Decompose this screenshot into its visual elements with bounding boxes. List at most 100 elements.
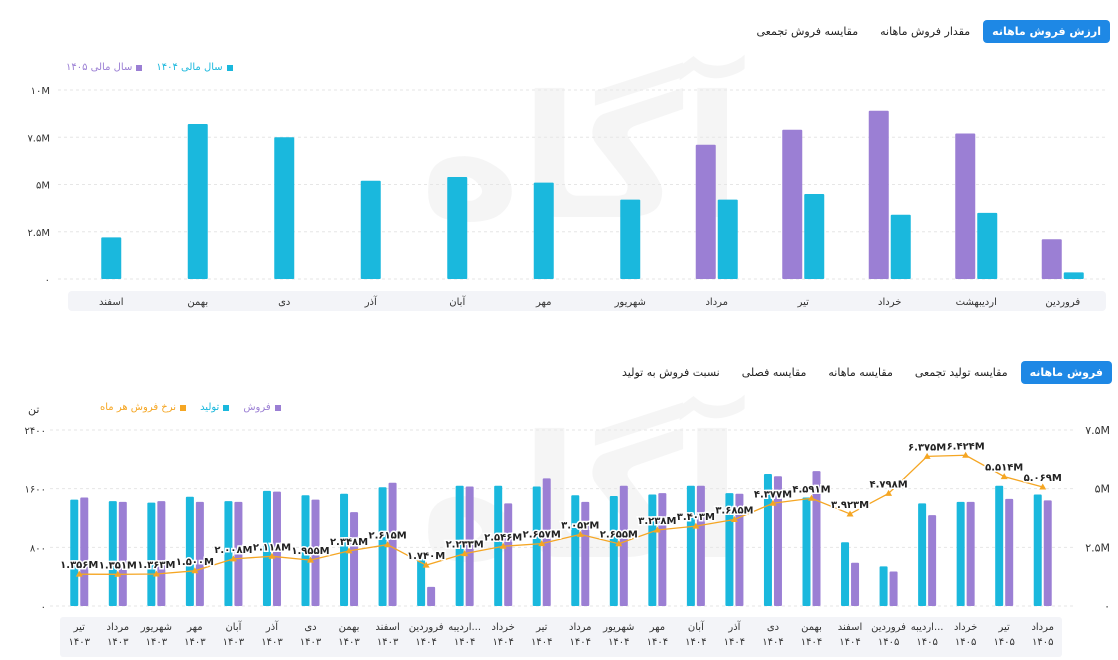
bar-1404: [274, 137, 295, 279]
x-tick-year: ۱۴۰۴: [762, 637, 783, 648]
rate-data-label: ۲.۶۵۵M: [600, 530, 638, 541]
legend-label-1404: سال مالی ۱۴۰۴: [156, 62, 223, 73]
x-tick-month: اسفند: [375, 622, 399, 633]
x-tick-year: ۱۴۰۳: [184, 637, 206, 648]
tab-seasonal-comparison[interactable]: مقایسه فصلی: [741, 366, 807, 379]
legend-item-rate[interactable]: نرخ فروش هر ماه: [100, 402, 187, 413]
tab-monthly-sales-value[interactable]: ارزش فروش ماهانه: [983, 20, 1110, 43]
bar-1404: [977, 212, 998, 279]
bar-1405: [782, 129, 803, 279]
x-tick-label: فروردین: [1045, 297, 1080, 308]
bar-1404: [1063, 272, 1084, 279]
x-tick-label: اردیبهشت: [956, 297, 997, 308]
rate-point: [615, 540, 623, 547]
tab-sales-production-ratio[interactable]: نسبت فروش به تولید: [622, 366, 720, 379]
bar-production: [340, 493, 349, 606]
bar-production: [494, 485, 503, 606]
legend-item-1404[interactable]: سال مالی ۱۴۰۴: [156, 62, 233, 73]
x-tick-month: مرداد: [107, 622, 130, 633]
bar-production: [609, 496, 618, 606]
x-tick-month: اردیبه...: [448, 622, 481, 633]
x-tick-year: ۱۴۰۴: [415, 637, 436, 648]
bar-sales: [234, 501, 243, 606]
x-axis-band: [68, 291, 1106, 311]
x-tick-month: تیر: [535, 622, 548, 633]
y-tick-label: ۲.۵M: [27, 228, 50, 239]
bar-1404: [533, 182, 554, 279]
bar-sales: [118, 501, 127, 606]
x-tick-year: ۱۴۰۴: [531, 637, 552, 648]
legend-label-rate: نرخ فروش هر ماه: [100, 402, 177, 413]
bar-1405: [1041, 239, 1062, 279]
x-tick-month: آبان: [225, 620, 242, 633]
tab-monthly-sales-quantity[interactable]: مقدار فروش ماهانه: [880, 25, 971, 38]
rate-data-label: ۱.۳۵۶M: [60, 560, 98, 571]
bar-production: [956, 501, 965, 606]
bar-production: [918, 503, 927, 606]
bar-production: [571, 495, 580, 606]
rate-point: [114, 570, 122, 577]
bar-production: [185, 496, 194, 606]
bar-sales: [272, 491, 281, 606]
x-tick-year: ۱۴۰۳: [146, 637, 168, 648]
x-tick-month: مرداد: [569, 622, 592, 633]
bar-production: [224, 501, 233, 606]
rate-point: [191, 567, 199, 574]
y-right-tick-label: ۰: [1104, 600, 1110, 613]
rate-data-label: ۶.۴۲۴M: [947, 441, 985, 452]
rate-point: [345, 547, 353, 554]
bar-sales: [812, 471, 821, 606]
rate-point: [384, 541, 392, 548]
bar-sales: [966, 501, 975, 606]
rate-data-label: ۳.۲۳۸M: [638, 516, 676, 527]
x-tick-month: شهریور: [602, 622, 634, 633]
y-right-tick-label: ۵M: [1095, 483, 1110, 496]
x-tick-month: دی: [767, 622, 779, 633]
bar-1404: [101, 237, 122, 279]
y-right-tick-label: ۷.۵M: [1085, 424, 1110, 437]
bar-1404: [360, 180, 381, 279]
rate-data-label: ۴.۳۷۷M: [754, 489, 792, 500]
rate-point: [962, 451, 970, 458]
rate-data-label: ۳.۶۸۵M: [715, 506, 753, 517]
x-tick-year: ۱۴۰۴: [570, 637, 591, 648]
x-tick-month: مهر: [186, 622, 202, 633]
x-tick-label: تیر: [797, 297, 810, 308]
rate-data-label: ۱.۳۵۱M: [99, 560, 137, 571]
x-tick-month: اردیبه...: [911, 622, 944, 633]
x-tick-label: اسفند: [99, 297, 123, 308]
rate-point: [692, 522, 700, 529]
rate-point: [152, 570, 160, 577]
x-tick-month: فروردین: [871, 622, 906, 633]
x-tick-month: خرداد: [491, 622, 514, 633]
tab-monthly-comparison[interactable]: مقایسه ماهانه: [828, 366, 893, 379]
rate-data-label: ۱.۹۵۵M: [291, 546, 329, 557]
rate-data-label: ۲.۶۵۷M: [523, 530, 561, 541]
legend-swatch-cyan: [223, 404, 230, 411]
bar-production: [648, 494, 657, 606]
x-tick-month: دی: [304, 622, 316, 633]
bar-production: [417, 559, 426, 606]
rate-point: [229, 555, 237, 562]
top-tabs: ارزش فروش ماهانه مقدار فروش ماهانه مقایس…: [748, 20, 1110, 43]
rate-point: [307, 556, 314, 563]
bar-1404: [620, 199, 641, 279]
rate-data-label: ۴.۷۹۸M: [869, 479, 907, 490]
x-tick-year: ۱۴۰۵: [1032, 637, 1053, 648]
bar-sales: [80, 497, 89, 606]
tab-cumulative-sales-comparison[interactable]: مقایسه فروش تجمعی: [756, 25, 859, 38]
bar-production: [1033, 494, 1042, 606]
rate-data-label: ۱.۵۰۰M: [176, 557, 214, 568]
legend-item-production[interactable]: تولید: [200, 402, 230, 413]
bar-production: [378, 487, 387, 606]
x-tick-label: دی: [278, 297, 290, 308]
y-left-tick-label: ۱۶۰۰: [25, 485, 46, 496]
rate-line: [79, 454, 1043, 575]
tab-monthly-sales[interactable]: فروش ماهانه: [1020, 361, 1112, 384]
bar-sales: [696, 485, 705, 606]
bar-1404: [717, 199, 738, 279]
legend-item-1405[interactable]: سال مالی ۱۴۰۵: [66, 62, 143, 73]
legend-item-sales[interactable]: فروش: [243, 402, 281, 413]
tab-cumulative-production[interactable]: مقایسه تولید تجمعی: [914, 366, 1008, 379]
